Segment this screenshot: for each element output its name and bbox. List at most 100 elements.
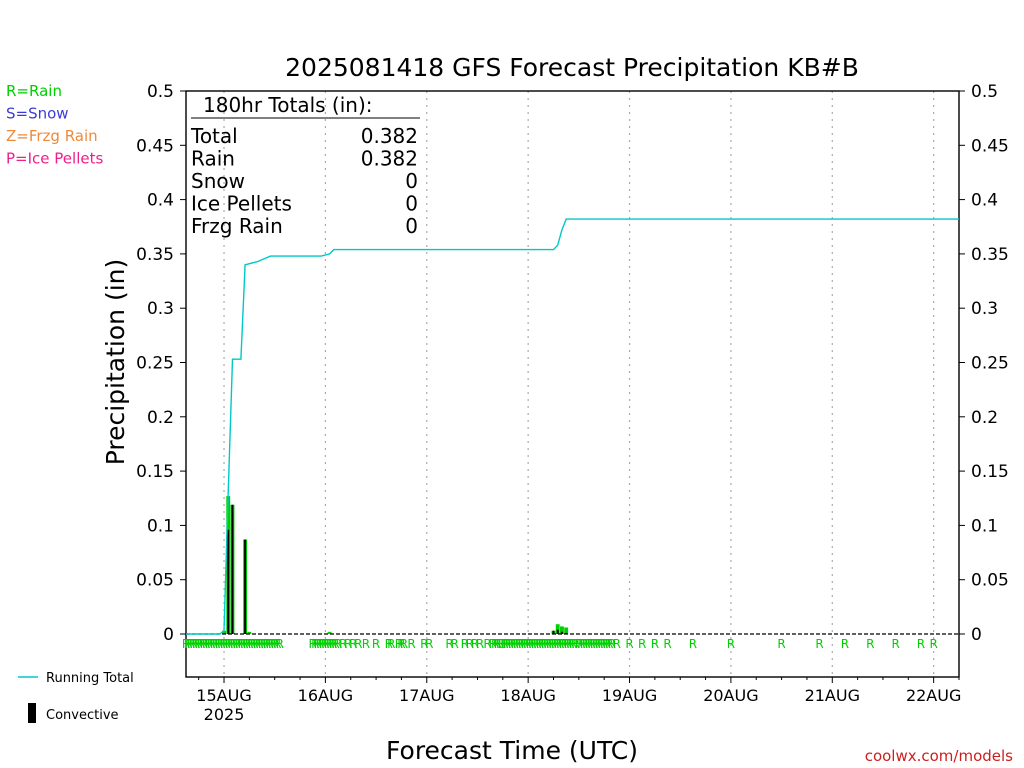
y-tick-label: 0.35 (971, 245, 1009, 265)
rain-marker: R (689, 637, 697, 651)
rain-marker: R (582, 637, 590, 651)
y-tick-label: 0.05 (971, 571, 1009, 591)
rain-marker: R (891, 637, 899, 651)
legend-item-2: Z=Frzg Rain (6, 127, 98, 145)
rain-marker: R (663, 637, 671, 651)
rain-marker: R (488, 637, 496, 651)
rain-marker: R (184, 637, 192, 651)
totals-box: 180hr Totals (in): Total 0.382 Rain 0.382 Sn… (190, 93, 420, 238)
convective-bars (227, 504, 568, 634)
rain-marker: R (508, 637, 516, 651)
rain-marker: R (200, 637, 208, 651)
rain-marker: R (321, 637, 329, 651)
rain-marker: R (483, 637, 491, 651)
rain-marker: R (503, 637, 511, 651)
totals-header: 180hr Totals (in): (203, 93, 373, 117)
totals-value: 0 (405, 169, 418, 193)
rain-bar (327, 631, 332, 634)
rain-bar (564, 627, 569, 634)
rain-marker: R (326, 637, 334, 651)
rain-marker: R (541, 637, 549, 651)
rain-marker: R (777, 637, 785, 651)
rain-marker: R (450, 637, 458, 651)
rain-bar (222, 630, 226, 634)
rain-marker: R (395, 637, 403, 651)
rain-marker: R (505, 637, 513, 651)
rain-marker: R (268, 637, 276, 651)
rain-marker: R (554, 637, 562, 651)
rain-marker: R (240, 637, 248, 651)
rain-marker: R (248, 637, 256, 651)
y-tick-label: 0.2 (971, 408, 998, 428)
rain-marker: R (491, 637, 499, 651)
y-tick-label: 0.45 (971, 136, 1009, 156)
rain-marker: R (605, 637, 613, 651)
rain-marker: R (603, 637, 611, 651)
rain-marker: R (263, 637, 271, 651)
convective-legend-label: Convective (46, 708, 119, 723)
convective-bar (244, 539, 247, 634)
rain-marker: R (585, 637, 593, 651)
rain-marker: R (334, 637, 342, 651)
rain-marker: R (569, 637, 577, 651)
x-axis-title: Forecast Time (UTC) (386, 736, 638, 765)
running-total-line (186, 218, 959, 635)
rain-marker: R (841, 637, 849, 651)
y-tick-label: 0.3 (147, 299, 174, 319)
rain-marker: R (625, 637, 633, 651)
rain-marker: R (917, 637, 925, 651)
rain-marker: R (528, 637, 536, 651)
rain-marker: R (651, 637, 659, 651)
x-tick-label: 18AUG (500, 686, 555, 705)
rain-marker: R (385, 637, 393, 651)
rain-marker: R (518, 637, 526, 651)
rain-marker: R (372, 637, 380, 651)
rain-marker: R (727, 637, 735, 651)
legend-item-3: P=Ice Pellets (6, 150, 103, 168)
rain-marker: R (600, 637, 608, 651)
rain-marker: R (521, 637, 529, 651)
totals-value: 0.382 (361, 147, 418, 171)
totals-value: 0.382 (361, 124, 418, 148)
rain-marker: R (276, 637, 284, 651)
rain-marker: R (250, 637, 258, 651)
rain-marker: R (445, 637, 453, 651)
rain-marker: R (494, 637, 502, 651)
totals-value: 0 (405, 192, 418, 216)
rain-marker: R (245, 637, 253, 651)
rain-marker: R (546, 637, 554, 651)
totals-label: Snow (191, 169, 245, 193)
rain-marker: R (425, 637, 433, 651)
y-axis-title: Precipitation (in) (101, 259, 130, 466)
rain-marker: R (533, 637, 541, 651)
rain-marker: R (182, 637, 190, 651)
rain-marker: R (564, 637, 572, 651)
vertical-gridlines (223, 91, 935, 677)
rain-marker: R (212, 637, 220, 651)
rain-marker: R (523, 637, 531, 651)
rain-bar (555, 624, 560, 634)
y-tick-label: 0 (971, 625, 982, 645)
rain-marker: R (543, 637, 551, 651)
totals-label: Total (190, 124, 238, 148)
rain-marker: R (187, 637, 195, 651)
rain-marker: R (531, 637, 539, 651)
rain-marker: R (500, 637, 508, 651)
rain-marker: R (471, 637, 479, 651)
rain-marker: R (929, 637, 937, 651)
rain-marker: R (571, 637, 579, 651)
y-axis-right: 0 0.05 0.1 0.15 0.2 0.25 0.3 0.35 0.4 0.45 0.5 (959, 82, 1009, 645)
convective-bar (552, 630, 555, 634)
rain-marker: R (638, 637, 646, 651)
y-tick-label: 0.5 (971, 82, 998, 102)
rain-marker: R (476, 637, 484, 651)
rain-marker: R (498, 637, 506, 651)
convective-bar (556, 629, 559, 634)
convective-bar (227, 529, 230, 634)
y-tick-label: 0.45 (136, 136, 174, 156)
rain-marker: R (243, 637, 251, 651)
rain-marker: R (265, 637, 273, 651)
rain-marker: R (205, 637, 213, 651)
rain-marker: R (210, 637, 218, 651)
